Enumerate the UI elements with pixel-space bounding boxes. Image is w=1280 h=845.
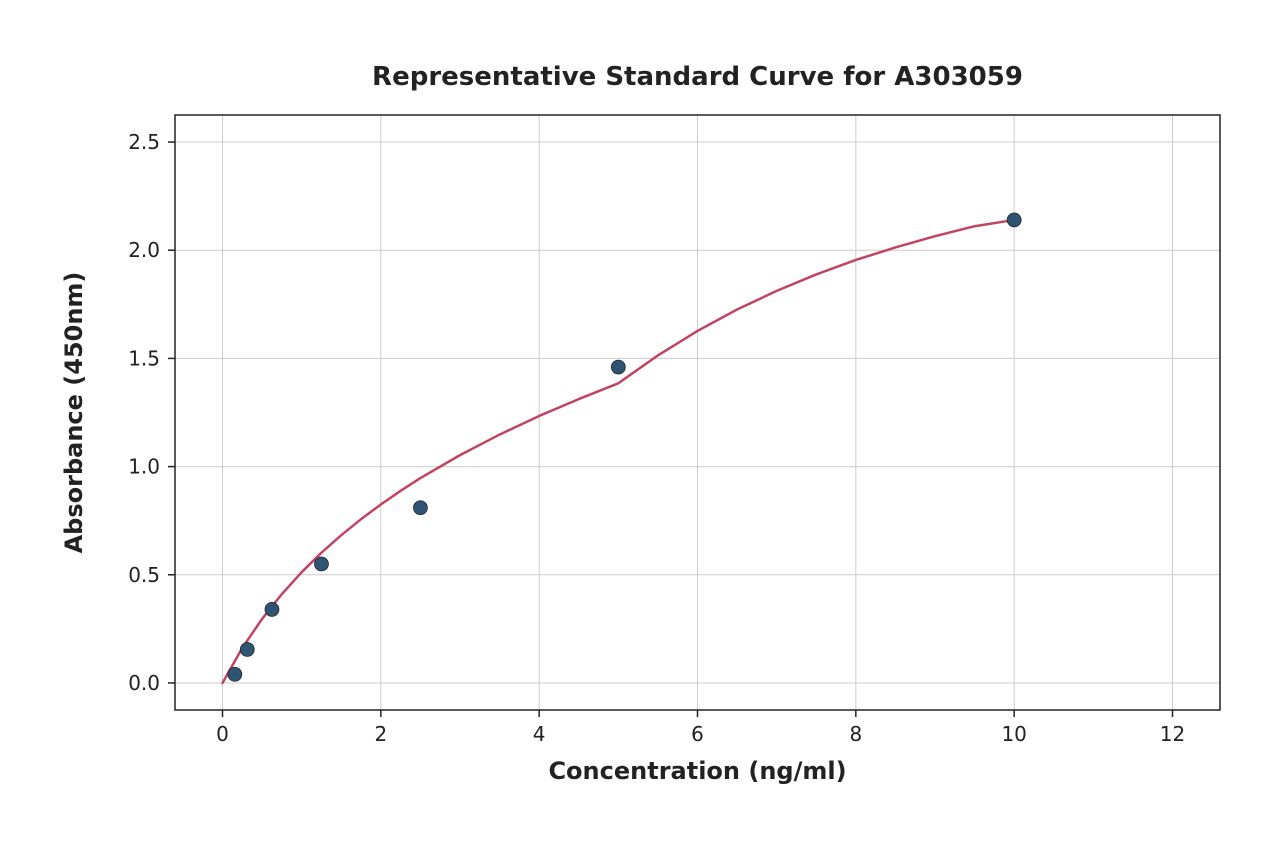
data-point <box>611 360 625 374</box>
data-point <box>240 642 254 656</box>
y-tick-label: 0.5 <box>128 563 160 587</box>
x-tick-labels: 0 2 4 6 8 10 12 <box>216 722 1185 746</box>
x-tick-label: 2 <box>374 722 387 746</box>
x-tick-label: 10 <box>1001 722 1026 746</box>
x-tick-label: 4 <box>533 722 546 746</box>
y-tick-label: 2.5 <box>128 130 160 154</box>
data-point <box>314 557 328 571</box>
y-tick-labels: 0.0 0.5 1.0 1.5 2.0 2.5 <box>128 130 160 695</box>
data-point <box>1007 213 1021 227</box>
y-tick-label: 1.0 <box>128 455 160 479</box>
chart-container: 0 2 4 6 8 10 12 0.0 0.5 1.0 1.5 2.0 2.5 Representat… <box>0 0 1280 845</box>
chart-title: Representative Standard Curve for A30305… <box>372 62 1023 92</box>
x-axis-label: Concentration (ng/ml) <box>548 757 846 785</box>
x-tick-label: 6 <box>691 722 704 746</box>
y-tick-label: 0.0 <box>128 671 160 695</box>
x-tick-label: 8 <box>849 722 862 746</box>
y-axis-label: Absorbance (450nm) <box>60 272 88 554</box>
data-point <box>413 501 427 515</box>
data-point <box>228 667 242 681</box>
data-point <box>265 602 279 616</box>
x-tick-label: 12 <box>1160 722 1185 746</box>
y-tick-label: 2.0 <box>128 238 160 262</box>
y-tick-label: 1.5 <box>128 346 160 370</box>
x-tick-label: 0 <box>216 722 229 746</box>
chart-svg: 0 2 4 6 8 10 12 0.0 0.5 1.0 1.5 2.0 2.5 Representat… <box>0 0 1280 845</box>
